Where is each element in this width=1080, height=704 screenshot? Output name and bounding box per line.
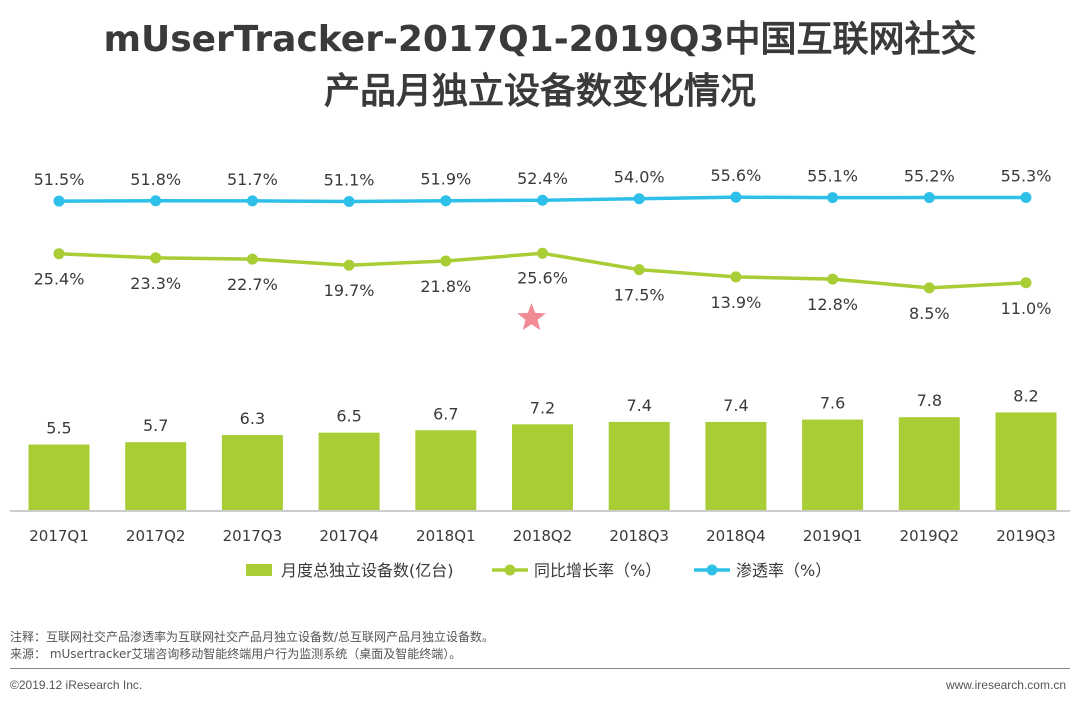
growth-label-2019Q2: 8.5% [909, 304, 950, 323]
growth-label-2018Q2: 25.6% [517, 268, 568, 287]
growth-point-2017Q2 [150, 252, 162, 264]
footnote-note: 注释：互联网社交产品渗透率为互联网社交产品月独立设备数/总互联网产品月独立设备数… [10, 630, 495, 644]
bar-2019Q1 [802, 419, 864, 510]
bar-2018Q3 [608, 421, 670, 510]
growth-label-2017Q2: 23.3% [130, 274, 181, 293]
x-tick-2019Q3: 2019Q3 [996, 527, 1056, 545]
growth-point-2019Q3 [1020, 277, 1032, 289]
growth-label-2018Q4: 13.9% [710, 293, 761, 312]
bar-label-2017Q3: 6.3 [240, 409, 265, 428]
bar-label-2017Q2: 5.7 [143, 416, 168, 435]
growth-label-2019Q1: 12.8% [807, 295, 858, 314]
growth-point-2017Q3 [246, 253, 258, 265]
combo-chart: 5.5 5.7 6.3 6.5 6.7 7.2 7.4 7.4 7.6 7.8 8.2 2017Q1 2… [10, 166, 1070, 580]
x-tick-2019Q2: 2019Q2 [900, 527, 960, 545]
penetration-point-2019Q1 [827, 192, 839, 204]
x-tick-2017Q3: 2017Q3 [223, 527, 283, 545]
footnote-source: 来源： mUsertracker艾瑞咨询移动智能终端用户行为监测系统（桌面及智能… [10, 647, 462, 661]
penetration-label-2018Q4: 55.6% [710, 166, 761, 185]
bar-label-2019Q2: 7.8 [917, 391, 942, 410]
legend-penetration-marker [706, 564, 718, 576]
footer-website[interactable]: www.iresearch.com.cn [945, 678, 1066, 692]
bar-2018Q4 [705, 421, 767, 510]
bar-2017Q4 [318, 432, 380, 510]
bar-2017Q3 [221, 435, 283, 510]
legend-bar-label: 月度总独立设备数(亿台) [281, 561, 454, 580]
bar-label-2018Q4: 7.4 [723, 396, 748, 415]
bar-label-2019Q1: 7.6 [820, 394, 845, 413]
growth-label-2018Q3: 17.5% [614, 286, 665, 305]
growth-point-2018Q1 [440, 255, 452, 267]
growth-label-2017Q1: 25.4% [34, 270, 85, 289]
penetration-label-2017Q2: 51.8% [130, 170, 181, 189]
penetration-label-2018Q2: 52.4% [517, 169, 568, 188]
bar-2019Q3 [995, 412, 1057, 510]
penetration-point-2017Q3 [246, 195, 258, 207]
penetration-point-2017Q4 [343, 195, 355, 207]
bar-2017Q2 [125, 442, 187, 510]
x-tick-2017Q4: 2017Q4 [319, 527, 379, 545]
chart-title: mUserTracker-2017Q1-2019Q3中国互联网社交 产品月独立设… [0, 14, 1080, 118]
bar-2018Q1 [415, 430, 477, 510]
legend-growth-marker [504, 564, 516, 576]
bar-label-2019Q3: 8.2 [1013, 386, 1038, 405]
chart-title-line1: mUserTracker-2017Q1-2019Q3中国互联网社交 [103, 19, 977, 60]
growth-label-2018Q1: 21.8% [420, 277, 471, 296]
penetration-point-2018Q1 [440, 195, 452, 207]
penetration-point-2019Q2 [923, 192, 935, 204]
growth-point-2018Q2 [537, 247, 548, 259]
penetration-label-2019Q3: 55.3% [1001, 166, 1052, 185]
x-tick-2018Q1: 2018Q1 [416, 527, 476, 545]
legend-growth-label: 同比增长率（%） [534, 561, 661, 580]
penetration-label-2017Q3: 51.7% [227, 170, 278, 189]
legend-penetration-label: 渗透率（%） [736, 561, 831, 580]
bar-label-2017Q4: 6.5 [336, 407, 361, 426]
bar-label-2017Q1: 5.5 [46, 419, 71, 438]
star-annotation-icon [517, 303, 546, 331]
bar-2018Q2 [512, 424, 573, 510]
bar-label-2018Q3: 7.4 [626, 396, 651, 415]
penetration-label-2017Q4: 51.1% [324, 170, 375, 189]
growth-point-2019Q1 [827, 273, 839, 285]
x-tick-2018Q4: 2018Q4 [706, 527, 766, 545]
growth-label-2019Q3: 11.0% [1001, 299, 1052, 318]
bar-label-2018Q1: 6.7 [433, 404, 458, 423]
x-tick-2017Q1: 2017Q1 [29, 527, 89, 545]
penetration-label-2018Q1: 51.9% [420, 170, 471, 189]
bar-2019Q2 [898, 417, 960, 510]
growth-label-2017Q4: 19.7% [324, 281, 375, 300]
penetration-point-2018Q3 [633, 193, 645, 205]
penetration-point-2017Q1 [53, 195, 65, 207]
growth-point-2017Q4 [343, 259, 355, 271]
penetration-point-2018Q4 [730, 191, 742, 203]
footer-divider [10, 668, 1070, 669]
growth-point-2018Q4 [730, 271, 742, 283]
penetration-point-2017Q2 [150, 195, 162, 207]
growth-point-2017Q1 [53, 248, 65, 260]
penetration-point-2019Q3 [1020, 191, 1032, 203]
penetration-label-2018Q3: 54.0% [614, 168, 665, 187]
growth-point-2018Q3 [633, 264, 645, 276]
x-tick-2019Q1: 2019Q1 [803, 527, 863, 545]
penetration-label-2019Q1: 55.1% [807, 167, 858, 186]
legend-bar-swatch [246, 564, 272, 576]
footer-copyright: ©2019.12 iResearch Inc. [10, 678, 143, 692]
x-tick-2017Q2: 2017Q2 [126, 527, 186, 545]
penetration-label-2019Q2: 55.2% [904, 167, 955, 186]
x-tick-2018Q3: 2018Q3 [609, 527, 669, 545]
penetration-label-2017Q1: 51.5% [34, 170, 85, 189]
growth-label-2017Q3: 22.7% [227, 275, 278, 294]
bar-2017Q1 [28, 444, 90, 510]
chart-title-line2: 产品月独立设备数变化情况 [323, 71, 756, 112]
bar-label-2018Q2: 7.2 [530, 398, 555, 417]
penetration-point-2018Q2 [537, 194, 548, 206]
growth-point-2019Q2 [923, 282, 935, 294]
x-tick-2018Q2: 2018Q2 [513, 527, 573, 545]
